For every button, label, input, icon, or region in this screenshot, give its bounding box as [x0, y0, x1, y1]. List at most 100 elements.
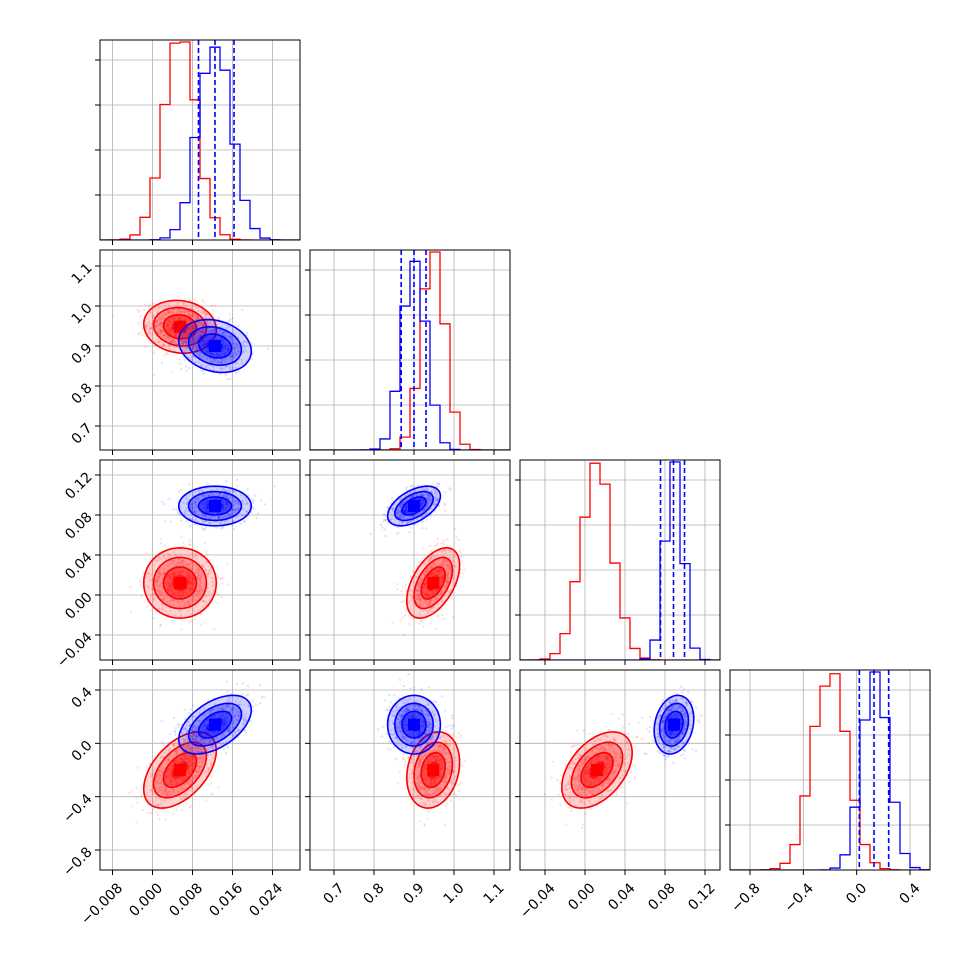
scatter-point [186, 574, 190, 577]
scatter-point [436, 602, 440, 605]
scatter-point [236, 507, 240, 511]
scatter-point [441, 564, 444, 568]
scatter-point [189, 586, 192, 589]
scatter-point [157, 777, 161, 780]
scatter-point [175, 808, 178, 812]
scatter-point [450, 597, 454, 600]
scatter-point [204, 569, 207, 573]
scatter-point [439, 576, 443, 579]
scatter-point [221, 339, 224, 343]
scatter-point [146, 605, 149, 608]
scatter-point [397, 531, 400, 534]
scatter-point [216, 498, 219, 501]
scatter-point [166, 574, 170, 578]
scatter-point [186, 600, 190, 603]
scatter-point [427, 493, 430, 497]
scatter-point [189, 597, 192, 601]
scatter-point [218, 522, 222, 525]
scatter-point [179, 571, 182, 574]
scatter-point [166, 324, 169, 327]
scatter-point [224, 365, 227, 368]
scatter-point [185, 348, 188, 351]
scatter-point [202, 331, 206, 335]
scatter-point [202, 741, 205, 744]
scatter-point [169, 331, 172, 334]
scatter-point [441, 614, 444, 617]
scatter-point [212, 354, 215, 357]
scatter-point [228, 336, 231, 339]
scatter-point [193, 336, 196, 340]
scatter-point [428, 595, 432, 598]
scatter-point [434, 490, 437, 493]
scatter-point [203, 507, 206, 510]
scatter-point [241, 507, 245, 511]
scatter-point [239, 494, 243, 497]
scatter-point [191, 509, 194, 512]
scatter-point [390, 517, 393, 521]
scatter-point [159, 774, 162, 778]
scatter-point [431, 590, 435, 594]
scatter-point [201, 494, 204, 498]
scatter-point [205, 341, 208, 344]
scatter-point [400, 589, 403, 593]
panel-0-0 [95, 39, 301, 241]
scatter-point [208, 571, 211, 574]
scatter-point [173, 341, 176, 344]
scatter-point [190, 561, 193, 565]
scatter-point [190, 587, 194, 591]
scatter-point [212, 368, 216, 371]
scatter-point [402, 500, 406, 504]
scatter-point [150, 772, 153, 776]
scatter-point [243, 520, 246, 524]
scatter-point [418, 622, 421, 625]
scatter-point [189, 325, 193, 328]
scatter-point [237, 502, 241, 505]
scatter-point [203, 501, 206, 505]
scatter-point [191, 502, 194, 505]
scatter-point [223, 514, 227, 517]
scatter-point [189, 590, 192, 593]
scatter-point [187, 760, 191, 763]
scatter-point [400, 521, 404, 524]
scatter-point [404, 505, 407, 508]
scatter-point [201, 565, 204, 569]
scatter-point [425, 505, 428, 508]
scatter-point [193, 510, 197, 514]
scatter-point [194, 339, 197, 342]
scatter-point [231, 341, 235, 345]
scatter-point [164, 557, 168, 561]
scatter-point [438, 568, 441, 572]
scatter-point [157, 580, 160, 584]
scatter-point [161, 343, 165, 346]
scatter-point [200, 364, 203, 367]
scatter-point [186, 329, 190, 333]
scatter-point [182, 759, 185, 762]
scatter-point [169, 329, 173, 332]
scatter-point [437, 563, 440, 566]
scatter-point [396, 588, 399, 591]
scatter-point [205, 507, 208, 510]
scatter-point [161, 808, 164, 812]
scatter-point [201, 355, 204, 359]
scatter-point [159, 328, 162, 332]
scatter-point [160, 582, 163, 585]
scatter-point [171, 764, 175, 767]
scatter-point [183, 334, 186, 337]
scatter-point [199, 756, 203, 759]
scatter-point [208, 330, 211, 333]
scatter-point [421, 577, 424, 581]
scatter-point [146, 585, 150, 589]
scatter-point [187, 767, 191, 771]
scatter-point [214, 497, 217, 501]
scatter-point [203, 501, 206, 504]
scatter-point [155, 579, 158, 582]
panel-3-3 [725, 669, 931, 871]
scatter-point [202, 513, 206, 517]
scatter-point [175, 761, 179, 765]
scatter-point [168, 337, 171, 341]
scatter-point [187, 326, 191, 329]
scatter-point [227, 350, 230, 354]
scatter-point [432, 563, 436, 566]
scatter-point [156, 575, 159, 579]
scatter-point [460, 560, 463, 563]
